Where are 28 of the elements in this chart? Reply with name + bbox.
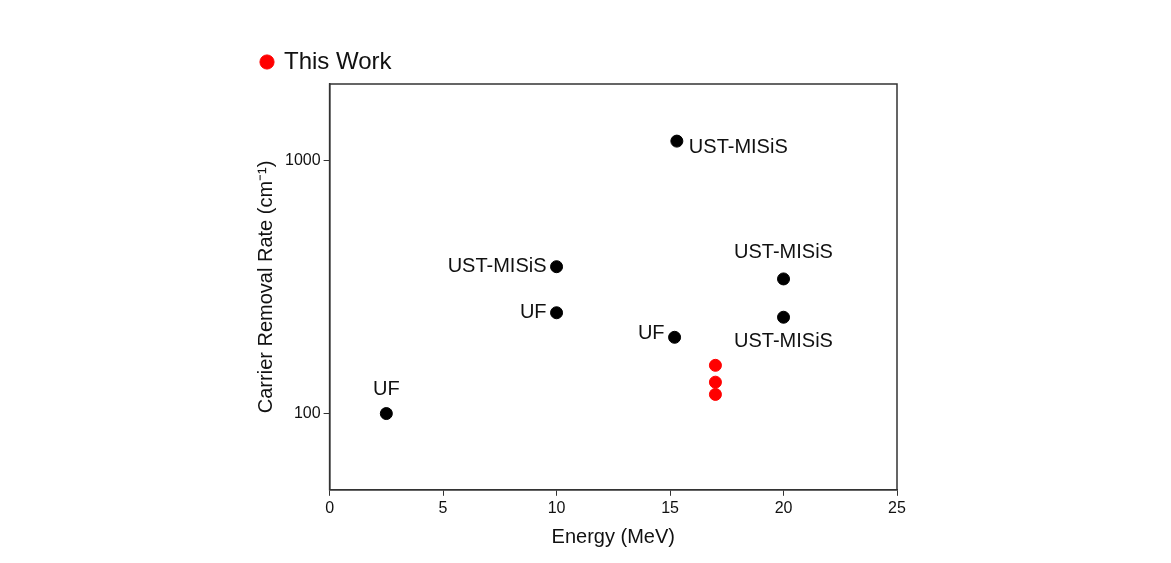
point [777,310,791,324]
annotation: UST-MISiS [734,240,833,263]
point [708,375,722,389]
x-tick-label: 20 [774,498,793,516]
annotation: UF [519,300,547,323]
point [668,330,682,344]
point [379,407,393,421]
x-tick-label: 0 [325,498,335,516]
x-tick-label: 10 [547,498,566,516]
point [708,358,722,372]
point [670,134,684,148]
x-tick-label: 5 [438,498,448,516]
point [777,272,791,286]
annotation: UST-MISiS [447,254,547,277]
x-tick-label: 15 [661,498,680,516]
x-tick-label: 25 [888,498,906,516]
annotation: UST-MISiS [734,328,833,351]
point [550,260,564,274]
legend-label: This Work [284,46,393,74]
annotation: UST-MISiS [688,134,788,157]
point [708,387,722,401]
annotation: UF [637,320,665,343]
point [550,306,564,320]
x-axis-title: Energy (MeV) [551,524,675,547]
y-tick-label: 100 [293,403,321,421]
annotation: UF [373,377,400,400]
y-tick-label: 1000 [285,150,321,168]
y-axis-title: Carrier Removal Rate (cm⁻¹) [253,160,276,414]
